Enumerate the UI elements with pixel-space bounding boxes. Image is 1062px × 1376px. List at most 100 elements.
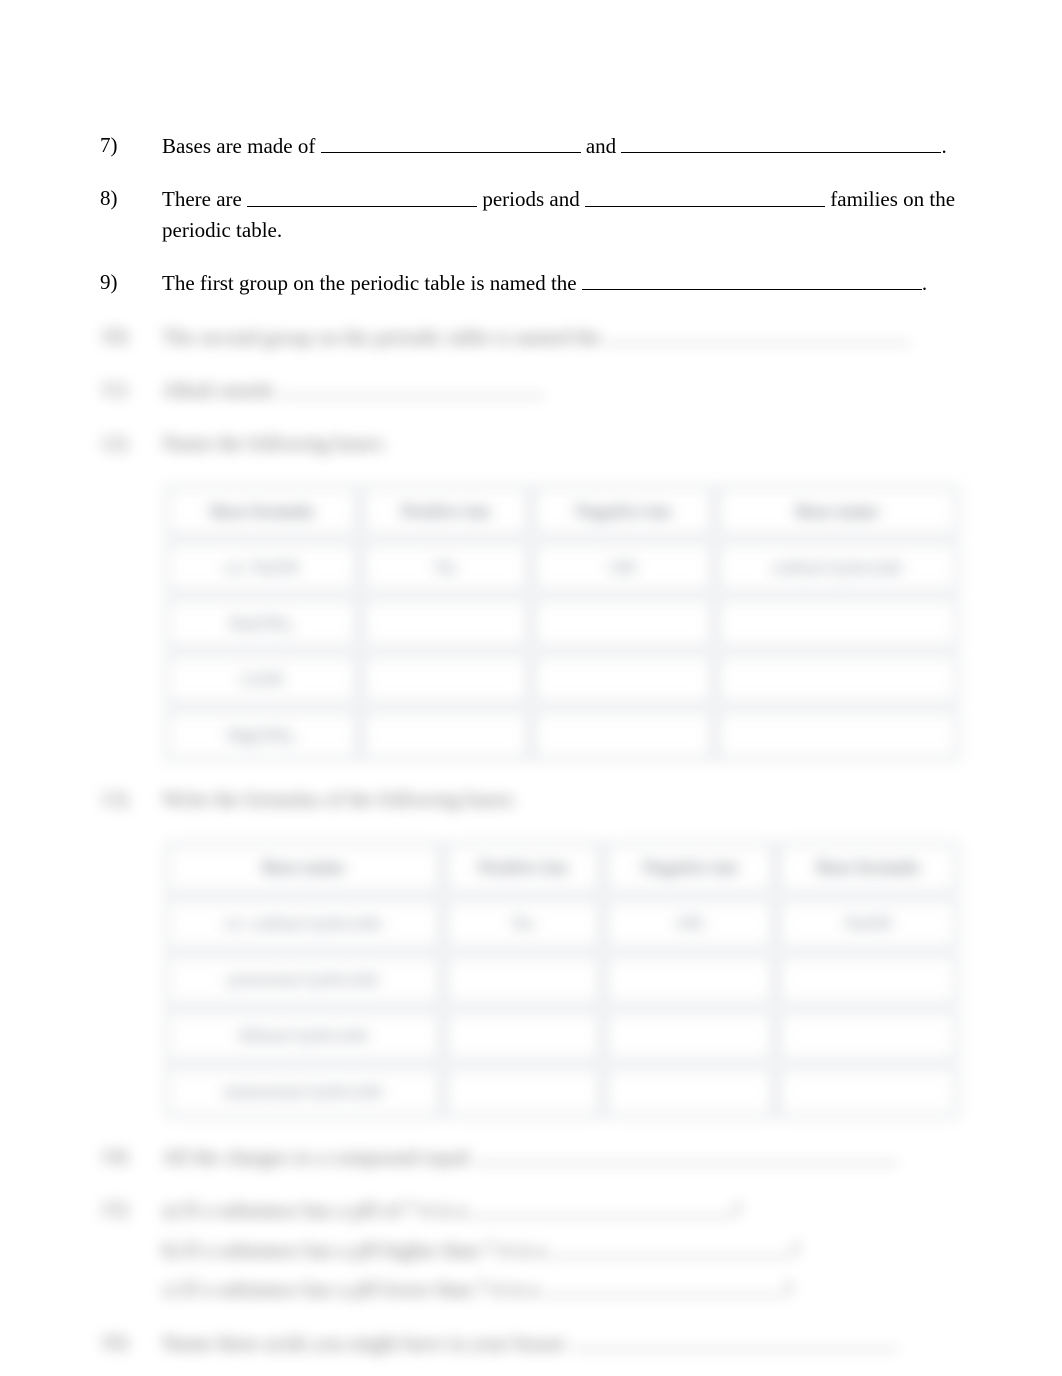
table-1-wrap: Base formula Positive ion Negative ion B… xyxy=(162,480,962,766)
q12-number: 12) xyxy=(100,428,162,458)
t2-r1c1 xyxy=(445,955,602,1005)
t2-r1c2 xyxy=(605,955,773,1005)
q7-body: Bases are made of and . xyxy=(162,130,962,161)
q8-line2: periodic table. xyxy=(162,218,282,242)
t1-r3c0: Mg(OH)₂ xyxy=(166,710,358,760)
q11-body: Alkali metals . xyxy=(162,374,962,405)
q15-number: 15) xyxy=(100,1194,162,1225)
t1-h1: Positive ion xyxy=(362,486,529,536)
q15-c: c) If a substance has a pH lower than 7 … xyxy=(162,1273,962,1304)
t2-r0c3: NaOH xyxy=(778,899,958,949)
t1-r0c1: Na xyxy=(362,542,529,592)
t1-r0c2: OH xyxy=(533,542,713,592)
t1-r1c2 xyxy=(533,598,713,648)
q12-body: Name the following bases: xyxy=(162,428,962,458)
question-16: 16) Name three acids you might have in y… xyxy=(100,1327,962,1358)
t2-r2c2 xyxy=(605,1011,773,1061)
q11-blank xyxy=(280,374,540,397)
table-row: LiOH xyxy=(166,654,958,704)
t2-r2c1 xyxy=(445,1011,602,1061)
q9-pre: The first group on the periodic table is… xyxy=(162,271,582,295)
q15b-blank xyxy=(551,1234,791,1257)
t2-r3c0: ammonium hydroxide xyxy=(166,1067,441,1117)
q12-text: Name the following bases: xyxy=(162,431,387,455)
table-row: ammonium hydroxide xyxy=(166,1067,958,1117)
t2-r0c1: Na xyxy=(445,899,602,949)
t2-h1: Positive ion xyxy=(445,843,602,893)
q13-body: Write the formulas of the following base… xyxy=(162,784,962,814)
q8-mid: periods and xyxy=(477,188,585,212)
q11-number: 11) xyxy=(100,374,162,404)
question-15: 15) a) If a substance has a pH of 7 it i… xyxy=(100,1194,962,1304)
t2-h2: Negative ion xyxy=(605,843,773,893)
q15a-text: a) If a substance has a pH of 7 it is a xyxy=(162,1198,467,1222)
q8-number: 8) xyxy=(100,183,162,213)
question-8: 8) There are periods and families on the… xyxy=(100,183,962,245)
q15c-blank xyxy=(544,1273,784,1296)
table-row: ex: NaOH Na OH sodium hydroxide xyxy=(166,542,958,592)
t2-r3c3 xyxy=(778,1067,958,1117)
t2-h3: Base formula xyxy=(778,843,958,893)
t1-r2c0: LiOH xyxy=(166,654,358,704)
q7-pre: Bases are made of xyxy=(162,134,321,158)
q7-end: . xyxy=(941,134,946,158)
t2-r2c0: lithium hydroxide xyxy=(166,1011,441,1061)
q7-blank-2[interactable] xyxy=(621,130,941,153)
question-12: 12) Name the following bases: xyxy=(100,428,962,458)
question-7: 7) Bases are made of and . xyxy=(100,130,962,161)
t1-h2: Negative ion xyxy=(533,486,713,536)
q7-blank-1[interactable] xyxy=(321,130,581,153)
q8-blank-1[interactable] xyxy=(247,183,477,206)
t2-h0: Base name xyxy=(166,843,441,893)
q15-b: b) If a substance has a pH higher than 7… xyxy=(162,1234,962,1265)
q7-mid: and xyxy=(581,134,622,158)
t1-r3c1 xyxy=(362,710,529,760)
question-11: 11) Alkali metals . xyxy=(100,374,962,405)
t1-h3: Base name xyxy=(717,486,958,536)
t2-r3c2 xyxy=(605,1067,773,1117)
q15a-blank xyxy=(472,1194,732,1217)
q14-text: All the charges in a compound equal xyxy=(162,1145,470,1169)
q14-blank xyxy=(475,1141,895,1164)
q9-blank[interactable] xyxy=(582,267,922,290)
worksheet-page: 7) Bases are made of and . 8) There are … xyxy=(0,0,1062,1376)
q10-blank xyxy=(606,321,906,344)
q11-text: Alkali metals xyxy=(162,378,275,402)
table-row: ex: sodium hydroxide Na OH NaOH xyxy=(166,899,958,949)
t1-r1c3 xyxy=(717,598,958,648)
t2-r1c0: potassium hydroxide xyxy=(166,955,441,1005)
q8-blank-2[interactable] xyxy=(585,183,825,206)
q9-body: The first group on the periodic table is… xyxy=(162,267,962,298)
table-2-wrap: Base name Positive ion Negative ion Base… xyxy=(162,837,962,1123)
t1-r2c1 xyxy=(362,654,529,704)
q9-end: . xyxy=(922,271,927,295)
question-9: 9) The first group on the periodic table… xyxy=(100,267,962,298)
question-10: 10) The second group on the periodic tab… xyxy=(100,321,962,352)
q16-body: Name three acids you might have in your … xyxy=(162,1327,962,1358)
t1-r3c2 xyxy=(533,710,713,760)
q13-text: Write the formulas of the following base… xyxy=(162,787,517,811)
q15b-text: b) If a substance has a pH higher than 7… xyxy=(162,1238,546,1262)
t2-r3c1 xyxy=(445,1067,602,1117)
q16-number: 16) xyxy=(100,1327,162,1357)
table-row: Base name Positive ion Negative ion Base… xyxy=(166,843,958,893)
q14-number: 14) xyxy=(100,1141,162,1171)
t1-r1c1 xyxy=(362,598,529,648)
q16-text: Name three acids you might have in your … xyxy=(162,1331,569,1355)
t1-r3c3 xyxy=(717,710,958,760)
t2-r2c3 xyxy=(778,1011,958,1061)
q10-number: 10) xyxy=(100,321,162,351)
t1-r0c0: ex: NaOH xyxy=(166,542,358,592)
q8-pre: There are xyxy=(162,188,247,212)
table-row: Base formula Positive ion Negative ion B… xyxy=(166,486,958,536)
question-13: 13) Write the formulas of the following … xyxy=(100,784,962,814)
table-row: lithium hydroxide xyxy=(166,1011,958,1061)
q10-text: The second group on the periodic table i… xyxy=(162,325,601,349)
q10-body: The second group on the periodic table i… xyxy=(162,321,962,352)
table-row: Ba(OH)₂ xyxy=(166,598,958,648)
table-1: Base formula Positive ion Negative ion B… xyxy=(162,480,962,766)
q16-blank xyxy=(574,1327,894,1350)
q15-a: a) If a substance has a pH of 7 it is a … xyxy=(162,1194,962,1225)
q8-body: There are periods and families on the pe… xyxy=(162,183,962,245)
q8-post: families on the xyxy=(825,188,955,212)
